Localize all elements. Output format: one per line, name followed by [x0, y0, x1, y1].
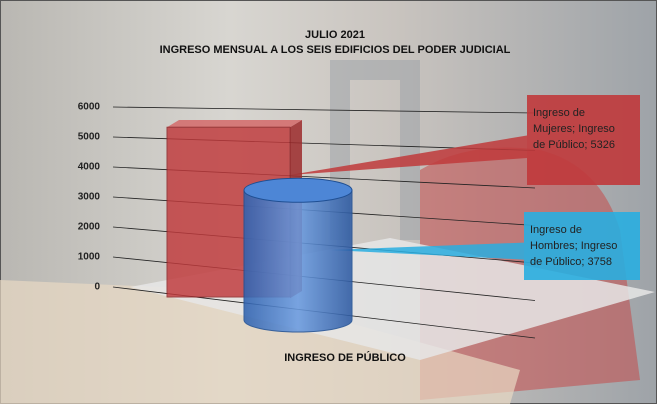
y-tick-label: 0 — [94, 282, 100, 293]
bar-top — [167, 120, 302, 128]
photo-counter — [0, 280, 520, 404]
y-tick-label: 5000 — [78, 132, 101, 143]
y-tick-label: 4000 — [78, 162, 101, 173]
callout-pointer — [290, 135, 527, 175]
chart-title: JULIO 2021 — [305, 29, 365, 41]
data-label-box — [527, 95, 640, 185]
data-label: de Público; 3758 — [530, 256, 612, 268]
data-label: Ingreso de — [530, 224, 582, 236]
data-label: Ingreso de — [533, 107, 585, 119]
bar — [243, 189, 353, 333]
grid-line — [112, 106, 536, 114]
x-tick-label: INGRESO DE PÚBLICO — [284, 351, 406, 364]
data-label: Hombres; Ingreso — [530, 240, 617, 252]
chart-title: INGRESO MENSUAL A LOS SEIS EDIFICIOS DEL… — [160, 44, 511, 56]
data-label: de Público; 5326 — [533, 139, 615, 151]
data-label: Mujeres; Ingreso — [533, 123, 615, 135]
callout-pointer — [330, 242, 524, 260]
y-tick-label: 6000 — [78, 102, 101, 113]
y-tick-label: 3000 — [78, 192, 101, 203]
y-tick-label: 1000 — [78, 252, 101, 263]
bar-top — [243, 177, 353, 203]
y-tick-label: 2000 — [78, 222, 101, 233]
data-label-box — [524, 212, 640, 280]
